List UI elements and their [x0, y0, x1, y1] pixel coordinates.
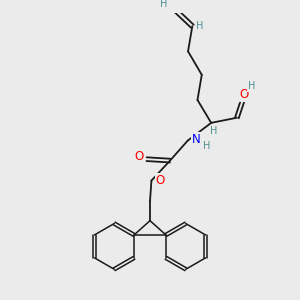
Text: H: H: [248, 81, 255, 91]
Text: O: O: [239, 88, 249, 101]
Text: N: N: [191, 133, 200, 146]
Text: H: H: [160, 0, 167, 9]
Text: H: H: [210, 126, 218, 136]
Text: O: O: [155, 173, 165, 187]
Text: H: H: [196, 21, 203, 31]
Text: H: H: [203, 141, 210, 151]
Text: O: O: [135, 150, 144, 163]
